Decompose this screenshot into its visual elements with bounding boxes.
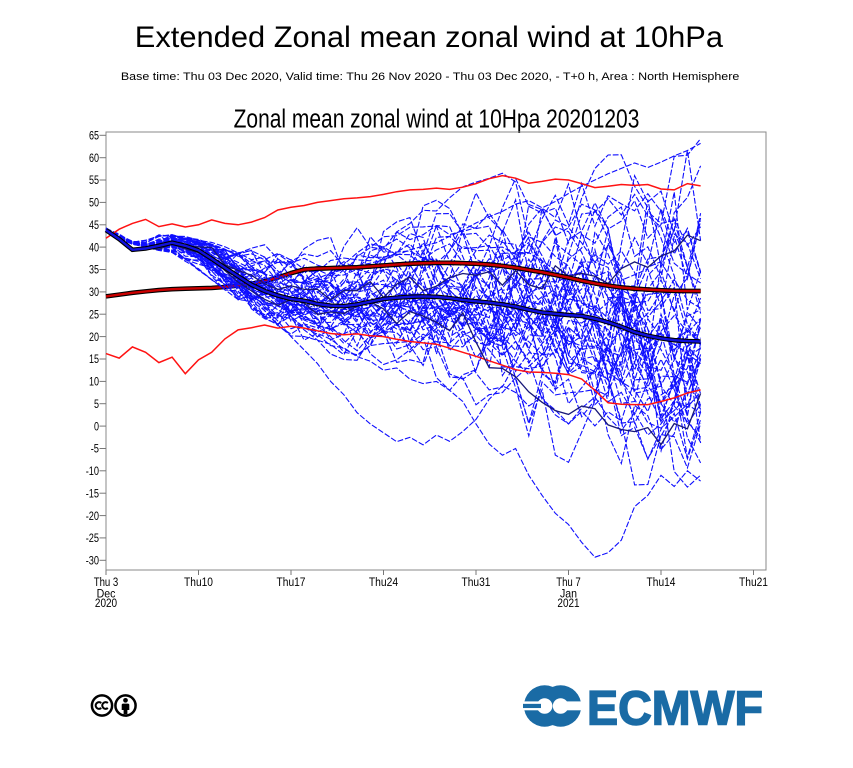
svg-text:60: 60: [89, 151, 99, 165]
svg-text:ECMWF: ECMWF: [587, 682, 763, 736]
svg-text:Extended Zonal mean zonal wind: Extended Zonal mean zonal wind at 10hPa: [135, 21, 724, 54]
svg-text:50: 50: [89, 196, 99, 210]
svg-text:Base time: Thu 03 Dec 2020, Va: Base time: Thu 03 Dec 2020, Valid time: …: [121, 71, 740, 83]
svg-text:2020: 2020: [95, 596, 117, 610]
svg-text:-30: -30: [86, 554, 99, 568]
svg-text:Thu10: Thu10: [184, 575, 213, 589]
svg-text:Thu14: Thu14: [647, 575, 676, 589]
svg-text:20: 20: [89, 330, 99, 344]
svg-text:30: 30: [89, 285, 99, 299]
svg-text:35: 35: [89, 263, 99, 277]
svg-text:-15: -15: [86, 486, 99, 500]
svg-text:Zonal mean zonal wind at 10Hpa: Zonal mean zonal wind at 10Hpa 20201203: [234, 106, 640, 134]
svg-text:-10: -10: [86, 464, 99, 478]
svg-text:Thu24: Thu24: [369, 575, 398, 589]
svg-text:45: 45: [89, 218, 99, 232]
svg-text:2021: 2021: [557, 596, 579, 610]
svg-text:0: 0: [94, 419, 99, 433]
svg-text:5: 5: [94, 397, 99, 411]
svg-text:Thu31: Thu31: [462, 575, 491, 589]
svg-text:Jan: Jan: [560, 586, 577, 600]
svg-text:40: 40: [89, 240, 99, 254]
svg-text:25: 25: [89, 307, 99, 321]
svg-text:65: 65: [89, 129, 99, 143]
svg-text:10: 10: [89, 375, 99, 389]
svg-text:-5: -5: [91, 442, 99, 456]
svg-text:15: 15: [89, 352, 99, 366]
svg-text:Thu 7: Thu 7: [556, 575, 581, 589]
svg-text:-20: -20: [86, 509, 99, 523]
svg-text:Thu21: Thu21: [739, 575, 768, 589]
svg-text:Thu 3: Thu 3: [94, 575, 119, 589]
svg-text:Dec: Dec: [97, 586, 116, 600]
svg-text:Thu17: Thu17: [277, 575, 306, 589]
svg-text:-25: -25: [86, 531, 99, 545]
svg-text:55: 55: [89, 173, 99, 187]
